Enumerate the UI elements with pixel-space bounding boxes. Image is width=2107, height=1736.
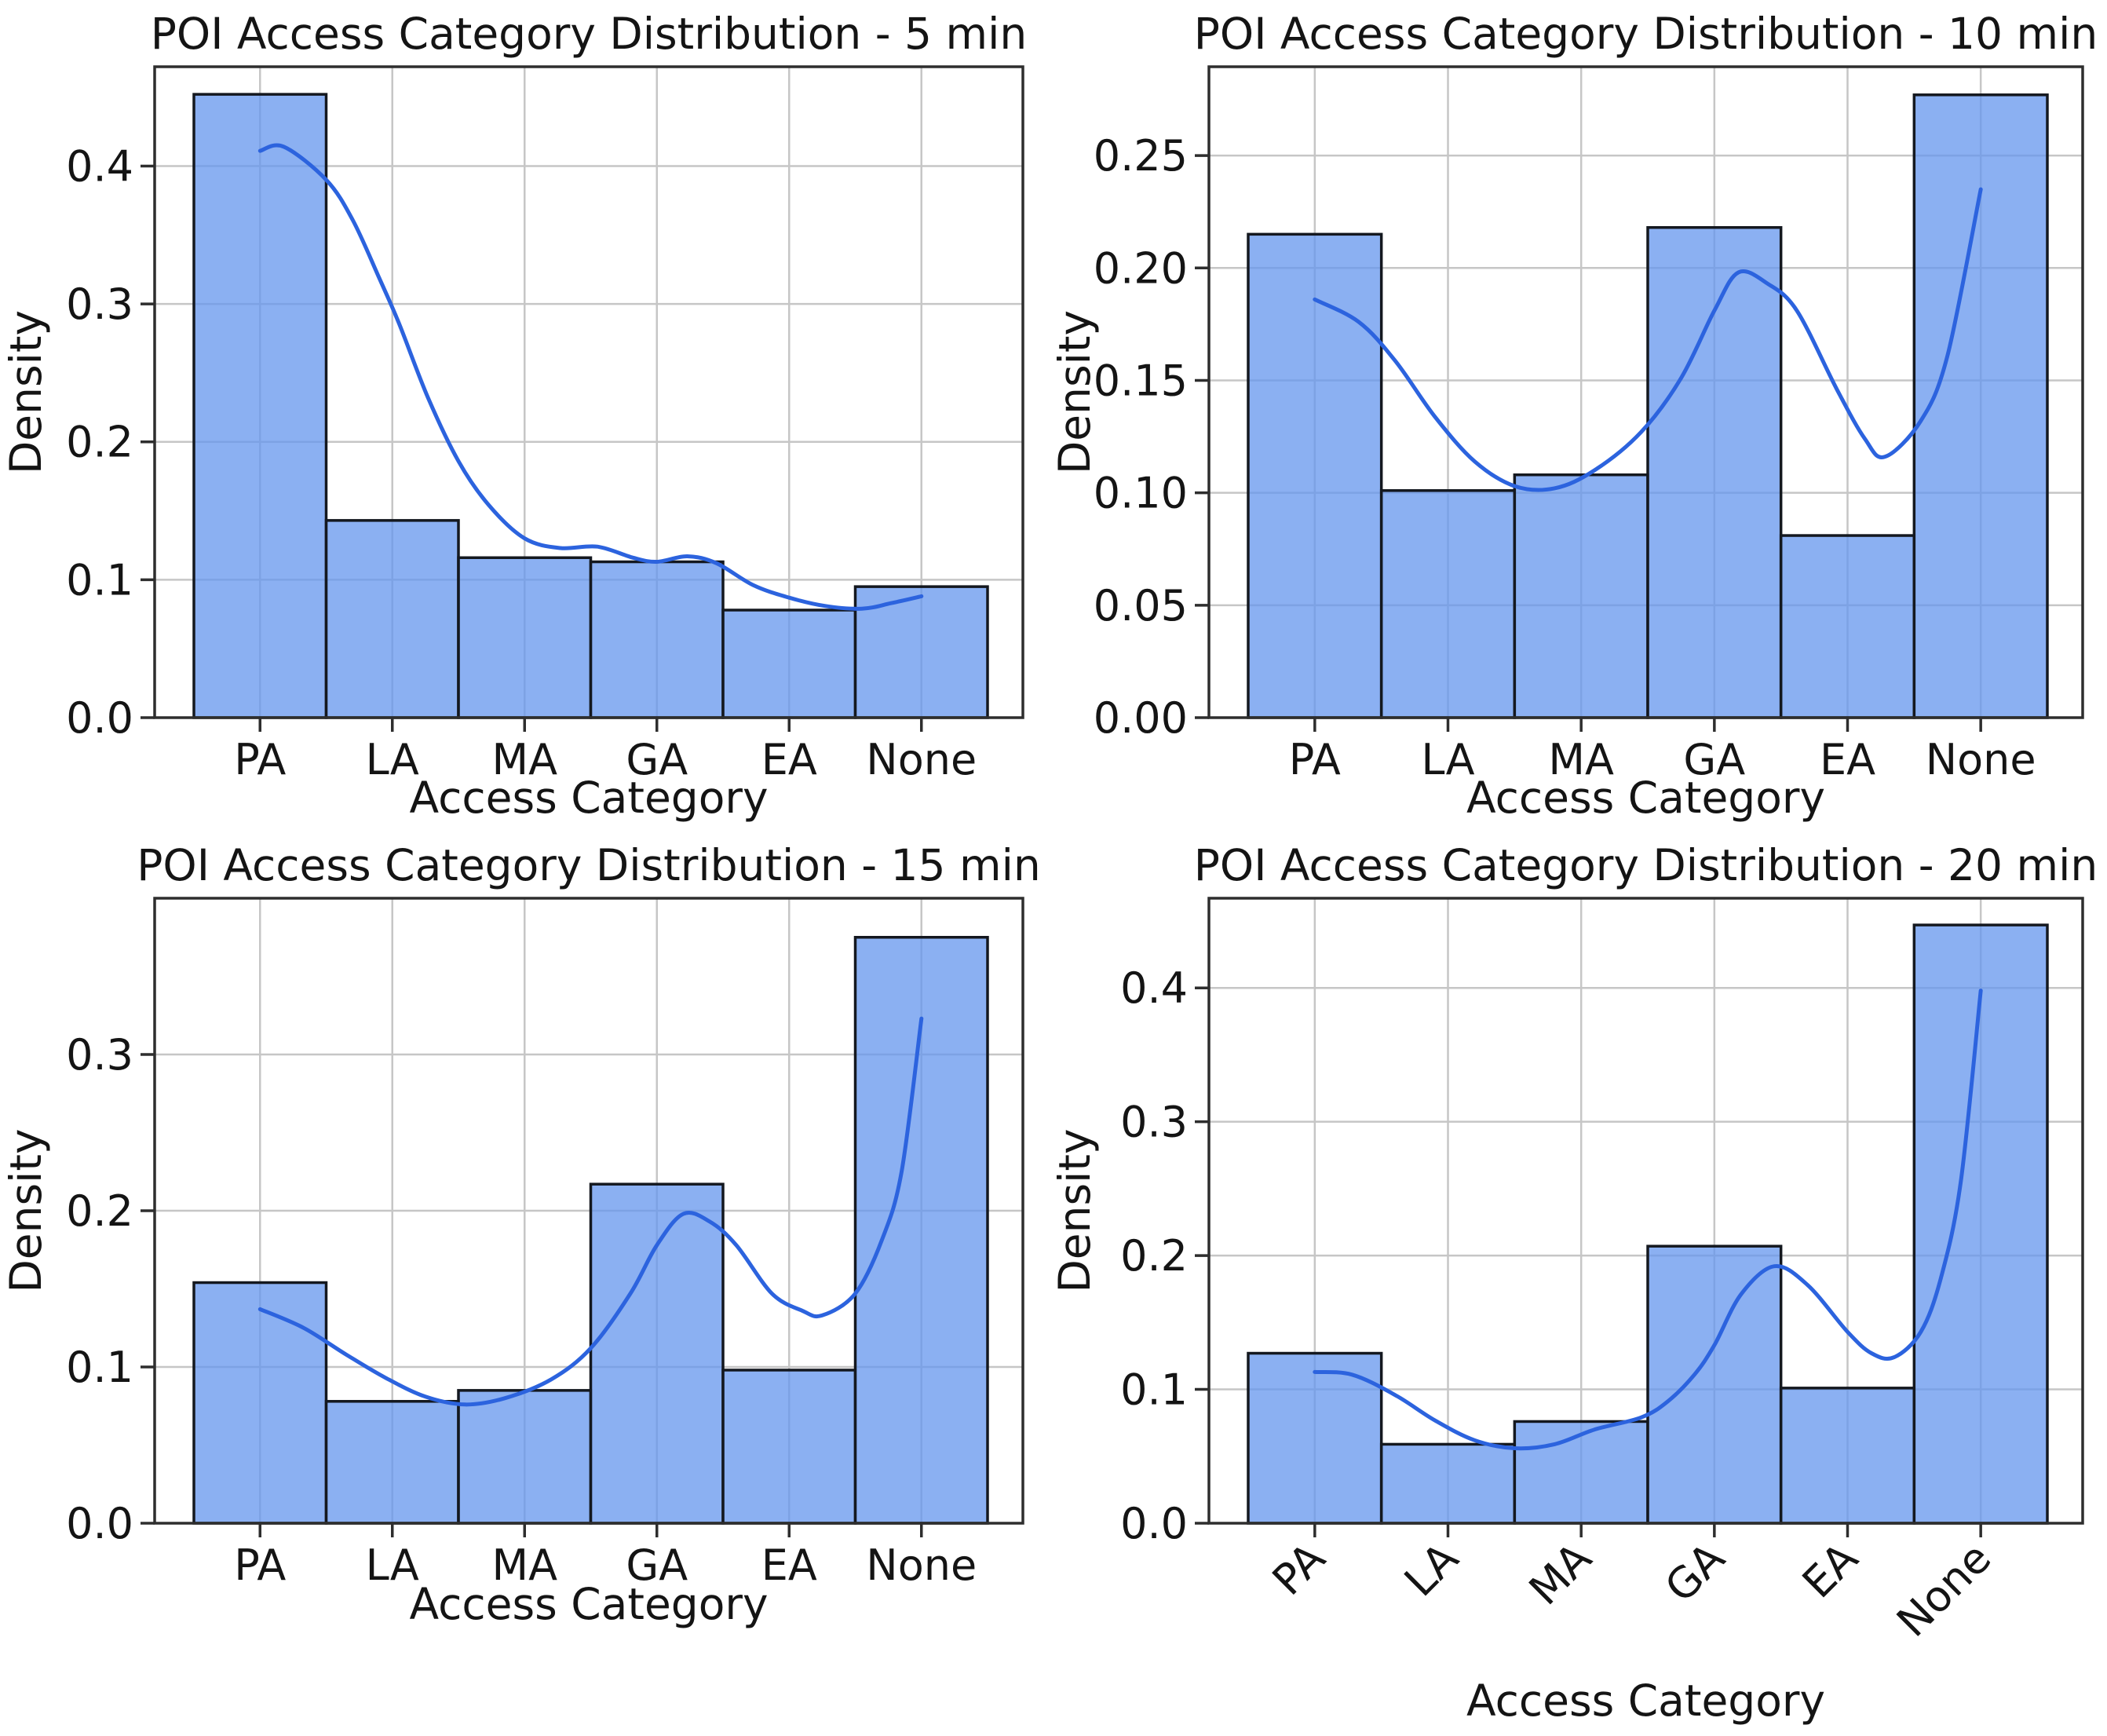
x-tick-label: GA [1683, 735, 1745, 784]
y-tick-label: 0.3 [66, 280, 133, 329]
x-tick-label: EA [1820, 735, 1875, 784]
y-axis-label: Density [1050, 310, 1100, 474]
x-tick-label: LA [366, 735, 419, 784]
subplot-title: POI Access Category Distribution - 10 mi… [1194, 9, 2098, 59]
x-tick-label: MA [1548, 735, 1614, 784]
axes-spines [1207, 897, 2084, 1525]
y-tick-label: 0.2 [66, 418, 133, 467]
kde-curve [1313, 989, 1983, 1451]
kde-curve [257, 143, 924, 611]
histogram-bar [721, 609, 857, 719]
x-tick-label: GA [626, 735, 688, 784]
histogram-bar [192, 1281, 328, 1525]
histogram-bar [589, 1182, 725, 1525]
histogram-bar [1779, 534, 1916, 719]
y-axis-label: Density [1, 310, 51, 474]
histogram-bar [1646, 1244, 1783, 1525]
x-tick-label: EA [761, 735, 817, 784]
x-tick-label: LA [366, 1540, 419, 1590]
histogram-bar [324, 1400, 460, 1525]
histogram-bar [1779, 1387, 1916, 1525]
subplot-title: POI Access Category Distribution - 20 mi… [1194, 840, 2098, 890]
x-axis-label: Access Category [1466, 1676, 1825, 1726]
x-axis-label: Access Category [410, 773, 769, 823]
x-tick-label: None [866, 735, 977, 784]
histogram-bar [1379, 1442, 1517, 1525]
histogram-bar [1912, 923, 2049, 1525]
kde-curve [257, 1016, 924, 1407]
y-axis-label: Density [1, 1128, 51, 1292]
kde-curve [1313, 187, 1983, 492]
histogram-bar [1379, 489, 1517, 719]
subplot-title: POI Access Category Distribution - 5 min [151, 9, 1028, 59]
y-tick-label: 0.20 [1094, 243, 1188, 293]
y-tick-label: 0.4 [1120, 963, 1188, 1013]
x-tick-label: GA [1656, 1533, 1734, 1612]
x-tick-label: GA [626, 1540, 688, 1590]
y-tick-label: 0.0 [66, 1499, 133, 1548]
y-tick-label: 0.3 [66, 1030, 133, 1080]
histogram-bar [589, 560, 725, 719]
histogram-bar [457, 1389, 593, 1525]
y-tick-label: 0.25 [1094, 131, 1188, 181]
histogram-bar [1247, 232, 1383, 719]
y-tick-label: 0.2 [1120, 1231, 1188, 1281]
subplot-title: POI Access Category Distribution - 15 mi… [137, 840, 1041, 890]
histogram-bar [1247, 1351, 1383, 1525]
x-tick-label: LA [1421, 735, 1474, 784]
histogram-bar [853, 936, 989, 1525]
y-tick-label: 0.0 [1120, 1499, 1188, 1548]
y-tick-label: 0.2 [66, 1186, 133, 1236]
x-tick-label: LA [1395, 1533, 1468, 1606]
x-tick-label: MA [491, 735, 557, 784]
x-tick-label: PA [234, 1540, 286, 1590]
x-tick-label: PA [234, 735, 286, 784]
y-tick-label: 0.0 [66, 693, 133, 743]
y-tick-label: 0.15 [1094, 356, 1188, 405]
histogram-bar [1513, 1420, 1649, 1525]
x-tick-label: None [1887, 1533, 2000, 1646]
histogram-bar [324, 519, 460, 719]
x-tick-label: EA [1793, 1533, 1868, 1608]
histogram-bar [721, 1369, 857, 1525]
histogram-bar [1646, 225, 1783, 719]
histogram-bar [853, 585, 989, 719]
x-tick-label: PA [1289, 735, 1341, 784]
y-tick-label: 0.4 [66, 141, 133, 191]
y-tick-label: 0.10 [1094, 469, 1188, 518]
x-tick-label: MA [491, 1540, 557, 1590]
y-tick-label: 0.05 [1094, 581, 1188, 630]
x-tick-label: EA [761, 1540, 817, 1590]
histogram-bar [1513, 473, 1649, 719]
x-tick-label: PA [1263, 1533, 1335, 1605]
x-tick-label: MA [1520, 1533, 1601, 1615]
x-axis-label: Access Category [1466, 773, 1825, 823]
x-tick-label: None [866, 1540, 977, 1590]
y-tick-label: 0.00 [1094, 693, 1188, 743]
y-tick-label: 0.3 [1120, 1098, 1188, 1147]
y-tick-label: 0.1 [1120, 1365, 1188, 1415]
histogram-bar [457, 556, 593, 719]
axes-spines [153, 65, 1024, 719]
x-tick-label: None [1926, 735, 2036, 784]
axes-spines [1207, 65, 2084, 719]
y-axis-label: Density [1050, 1128, 1100, 1292]
y-tick-label: 0.1 [66, 1343, 133, 1392]
x-axis-label: Access Category [410, 1579, 769, 1629]
y-tick-label: 0.1 [66, 555, 133, 605]
histogram-bar [192, 93, 328, 719]
